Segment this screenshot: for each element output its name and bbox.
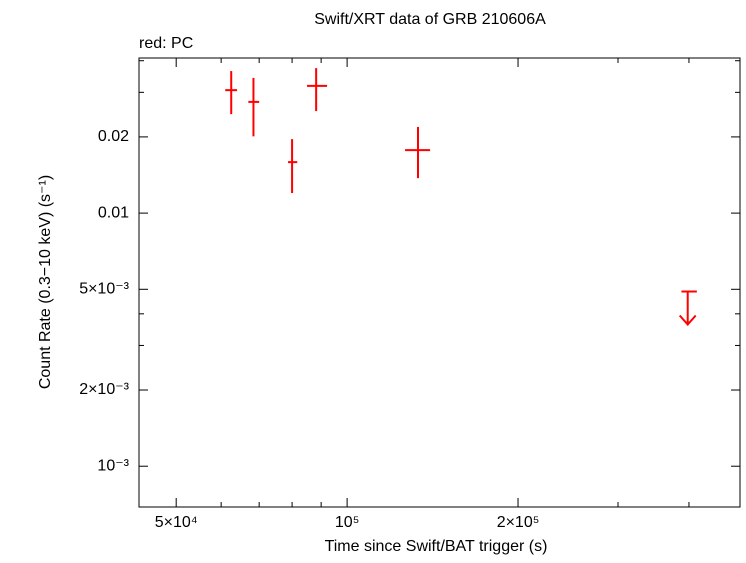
y-axis-label: Count Rate (0.3−10 keV) (s⁻¹): [37, 175, 54, 389]
y-tick-label: 2×10⁻³: [79, 381, 129, 398]
x-tick-label: 5×10⁴: [155, 514, 198, 531]
chart-title: Swift/XRT data of GRB 210606A: [314, 11, 546, 28]
x-tick-label: 2×10⁵: [497, 514, 540, 531]
plot-frame: [138, 57, 741, 508]
x-axis-label: Time since Swift/BAT trigger (s): [325, 538, 548, 555]
chart-subtitle: red: PC: [139, 35, 193, 52]
y-tick-label: 5×10⁻³: [79, 281, 129, 298]
x-tick-label: 10⁵: [335, 514, 359, 531]
y-tick-label: 0.01: [98, 204, 129, 221]
y-tick-label: 0.02: [98, 128, 129, 145]
upper-limit-arrow: [678, 291, 697, 327]
y-tick-label: 10⁻³: [97, 457, 129, 474]
